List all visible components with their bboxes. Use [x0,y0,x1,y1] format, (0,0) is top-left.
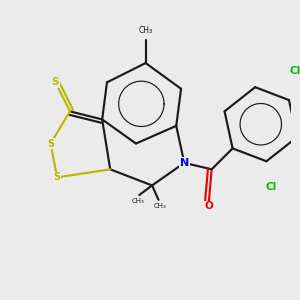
Text: CH₃: CH₃ [131,199,144,205]
Text: Cl: Cl [290,66,300,76]
Text: Cl: Cl [266,182,277,192]
Text: S: S [52,77,59,87]
Text: N: N [180,158,189,168]
Text: S: S [53,172,61,182]
Text: CH₃: CH₃ [139,26,153,35]
Text: S: S [47,139,54,148]
Text: CH₃: CH₃ [154,203,166,209]
Text: O: O [204,201,213,212]
